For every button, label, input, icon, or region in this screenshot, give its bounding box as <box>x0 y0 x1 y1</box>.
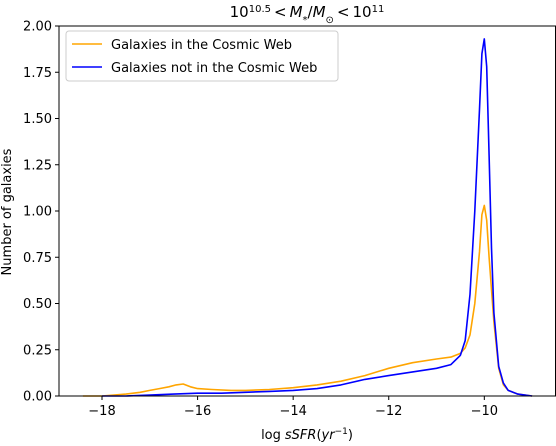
x-tick-label: −10 <box>471 404 498 419</box>
y-tick-label: 0.50 <box>23 297 52 312</box>
x-axis-label: log sSFR(yr−1) <box>261 427 353 443</box>
y-tick-label: 0.75 <box>23 251 52 266</box>
xlabel-log: log <box>261 428 281 443</box>
series-line-1 <box>102 38 533 397</box>
title-exp-2: 11 <box>372 4 385 15</box>
y-tick-label: 0.00 <box>23 390 52 405</box>
title-slash: / <box>308 3 314 21</box>
title-msun-sub: ⊙ <box>326 15 334 26</box>
chart-title: 1010.5 < M*/M⊙ <1011 <box>230 3 385 26</box>
xlabel-unit: yr <box>321 428 337 443</box>
legend-label-in-web: Galaxies in the Cosmic Web <box>111 38 292 53</box>
y-tick-label: 2.00 <box>23 20 52 35</box>
series-line-0 <box>82 204 533 397</box>
legend-label-not-in-web: Galaxies not in the Cosmic Web <box>111 61 317 76</box>
y-tick-label: 1.75 <box>23 66 52 81</box>
xlabel-close: ) <box>348 428 353 443</box>
x-tick-label: −18 <box>88 404 115 419</box>
series-layer <box>82 38 533 397</box>
y-tick-label: 1.00 <box>23 205 52 220</box>
title-base-2: 10 <box>353 3 372 21</box>
x-tick-label: −16 <box>184 404 211 419</box>
legend: Galaxies in the Cosmic Web Galaxies not … <box>65 30 339 82</box>
title-msun: M <box>313 3 326 21</box>
x-axis-ticks: −18 −16 −14 −12 −10 <box>88 396 498 419</box>
title-lt-2: < <box>337 3 350 21</box>
xlabel-open: ( <box>316 428 321 443</box>
title-mstar-sub: * <box>303 15 308 26</box>
title-exp-1: 10.5 <box>249 4 271 15</box>
y-tick-label: 1.25 <box>23 158 52 173</box>
y-axis-ticks: 0.00 0.25 0.50 0.75 1.00 1.25 1.50 1.75 2.00 <box>23 20 59 405</box>
xlabel-var: sSFR <box>285 428 317 443</box>
title-base-1: 10 <box>230 3 249 21</box>
x-tick-label: −12 <box>375 404 402 419</box>
y-axis-label: Number of galaxies <box>0 148 15 275</box>
legend-box <box>65 30 339 82</box>
title-mstar: M <box>290 3 303 21</box>
y-tick-label: 1.50 <box>23 112 52 127</box>
x-tick-label: −14 <box>279 404 306 419</box>
title-lt-1: < <box>274 3 287 21</box>
y-tick-label: 0.25 <box>23 343 52 358</box>
xlabel-exp: −1 <box>335 427 348 437</box>
